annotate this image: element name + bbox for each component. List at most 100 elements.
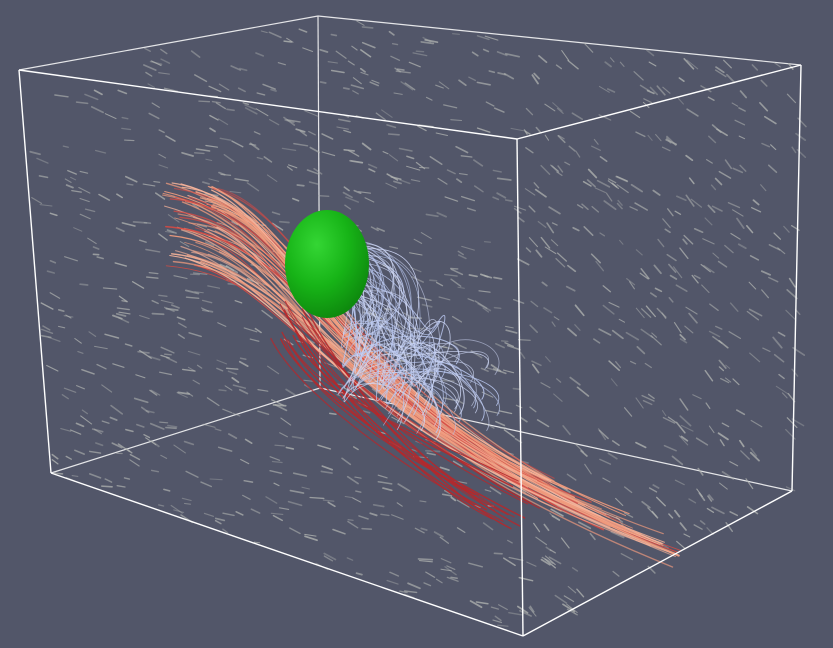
- arrow-glyph: [415, 50, 425, 53]
- arrow-glyph: [555, 257, 566, 268]
- arrow-glyph: [381, 109, 393, 118]
- arrow-glyph: [714, 177, 723, 186]
- arrow-glyph: [143, 47, 152, 52]
- arrow-glyph: [654, 287, 663, 293]
- arrow-glyph: [636, 346, 646, 355]
- box-edge: [18, 69, 518, 140]
- arrow-glyph: [748, 281, 757, 290]
- arrow-glyph: [500, 340, 509, 343]
- arrow-glyph: [556, 171, 563, 177]
- arrow-glyph: [556, 252, 568, 262]
- arrow-glyph: [679, 415, 692, 427]
- arrow-glyph: [304, 110, 319, 117]
- arrow-glyph: [540, 382, 551, 389]
- arrow-glyph: [665, 137, 672, 144]
- arrow-glyph: [451, 315, 463, 323]
- arrow-glyph: [260, 30, 268, 34]
- arrow-glyph: [75, 101, 89, 105]
- arrow-glyph: [554, 594, 568, 604]
- arrow-glyph: [498, 410, 513, 415]
- arrow-glyph: [565, 285, 576, 292]
- arrow-glyph: [408, 61, 421, 68]
- box-edge: [317, 15, 321, 389]
- arrow-glyph: [564, 161, 571, 166]
- arrow-glyph: [158, 129, 165, 134]
- arrow-glyph: [271, 211, 281, 216]
- arrow-glyph: [31, 196, 43, 205]
- arrow-glyph: [104, 478, 113, 483]
- arrow-glyph: [709, 303, 719, 311]
- arrow-glyph: [204, 241, 215, 247]
- arrow-glyph: [287, 500, 303, 507]
- arrow-glyph: [435, 132, 448, 137]
- arrow-glyph: [38, 175, 49, 179]
- arrow-glyph: [404, 82, 416, 91]
- arrow-glyph: [29, 150, 41, 156]
- arrow-glyph: [393, 92, 403, 95]
- arrow-glyph: [604, 61, 612, 68]
- arrow-glyph: [41, 334, 52, 339]
- arrow-glyph: [675, 284, 688, 293]
- arrow-glyph: [158, 233, 168, 241]
- arrow-glyph: [683, 58, 695, 70]
- arrow-glyph: [355, 490, 362, 493]
- arrow-glyph: [205, 144, 219, 148]
- arrow-glyph: [484, 35, 499, 41]
- arrow-glyph: [217, 446, 233, 452]
- arrow-glyph: [599, 156, 608, 163]
- arrow-glyph: [707, 495, 713, 502]
- arrow-glyph: [358, 191, 372, 194]
- arrow-glyph: [738, 135, 746, 140]
- arrow-glyph: [298, 28, 308, 33]
- streamline: [343, 244, 447, 406]
- arrow-glyph: [79, 213, 91, 220]
- box-edge: [18, 15, 319, 71]
- arrow-glyph: [101, 485, 113, 488]
- sphere-obstacle[interactable]: [285, 210, 369, 318]
- box-edge: [319, 387, 793, 492]
- arrow-glyph: [787, 63, 794, 70]
- arrow-glyph: [211, 100, 221, 104]
- arrow-glyph: [566, 473, 577, 481]
- arrow-glyph: [283, 116, 296, 126]
- arrow-glyph: [139, 349, 152, 359]
- arrow-glyph: [663, 444, 677, 452]
- arrow-glyph: [115, 312, 127, 317]
- arrow-glyph: [720, 377, 730, 384]
- arrow-glyph: [323, 555, 334, 562]
- arrow-glyph: [205, 158, 213, 162]
- arrow-glyph: [126, 183, 134, 186]
- arrow-glyph: [286, 119, 301, 123]
- arrow-glyph: [517, 339, 531, 341]
- arrow-glyph: [238, 360, 249, 367]
- arrow-glyph: [117, 89, 128, 95]
- arrow-glyph: [607, 452, 618, 460]
- arrow-glyph: [396, 502, 403, 507]
- arrow-glyph: [473, 505, 481, 509]
- arrow-glyph: [443, 104, 458, 109]
- arrow-glyph: [216, 367, 224, 372]
- arrow-glyph: [598, 85, 610, 93]
- arrow-glyph: [768, 244, 781, 251]
- arrow-glyph: [598, 114, 612, 121]
- arrow-glyph: [390, 55, 401, 61]
- arrow-glyph: [200, 481, 213, 488]
- arrow-glyph: [436, 211, 447, 218]
- arrow-glyph: [109, 416, 118, 421]
- vector-glyph-field: [29, 20, 807, 627]
- arrow-glyph: [629, 281, 635, 290]
- arrow-glyph: [607, 180, 619, 189]
- arrow-glyph: [151, 312, 165, 316]
- arrow-glyph: [732, 167, 744, 174]
- arrow-glyph: [231, 377, 240, 384]
- arrow-glyph: [630, 183, 643, 193]
- arrow-glyph: [306, 169, 320, 175]
- arrow-glyph: [243, 327, 258, 333]
- arrow-glyph: [51, 453, 59, 460]
- arrow-glyph: [598, 429, 609, 440]
- arrow-glyph: [219, 137, 232, 141]
- arrow-glyph: [410, 276, 424, 283]
- arrow-glyph: [761, 289, 770, 299]
